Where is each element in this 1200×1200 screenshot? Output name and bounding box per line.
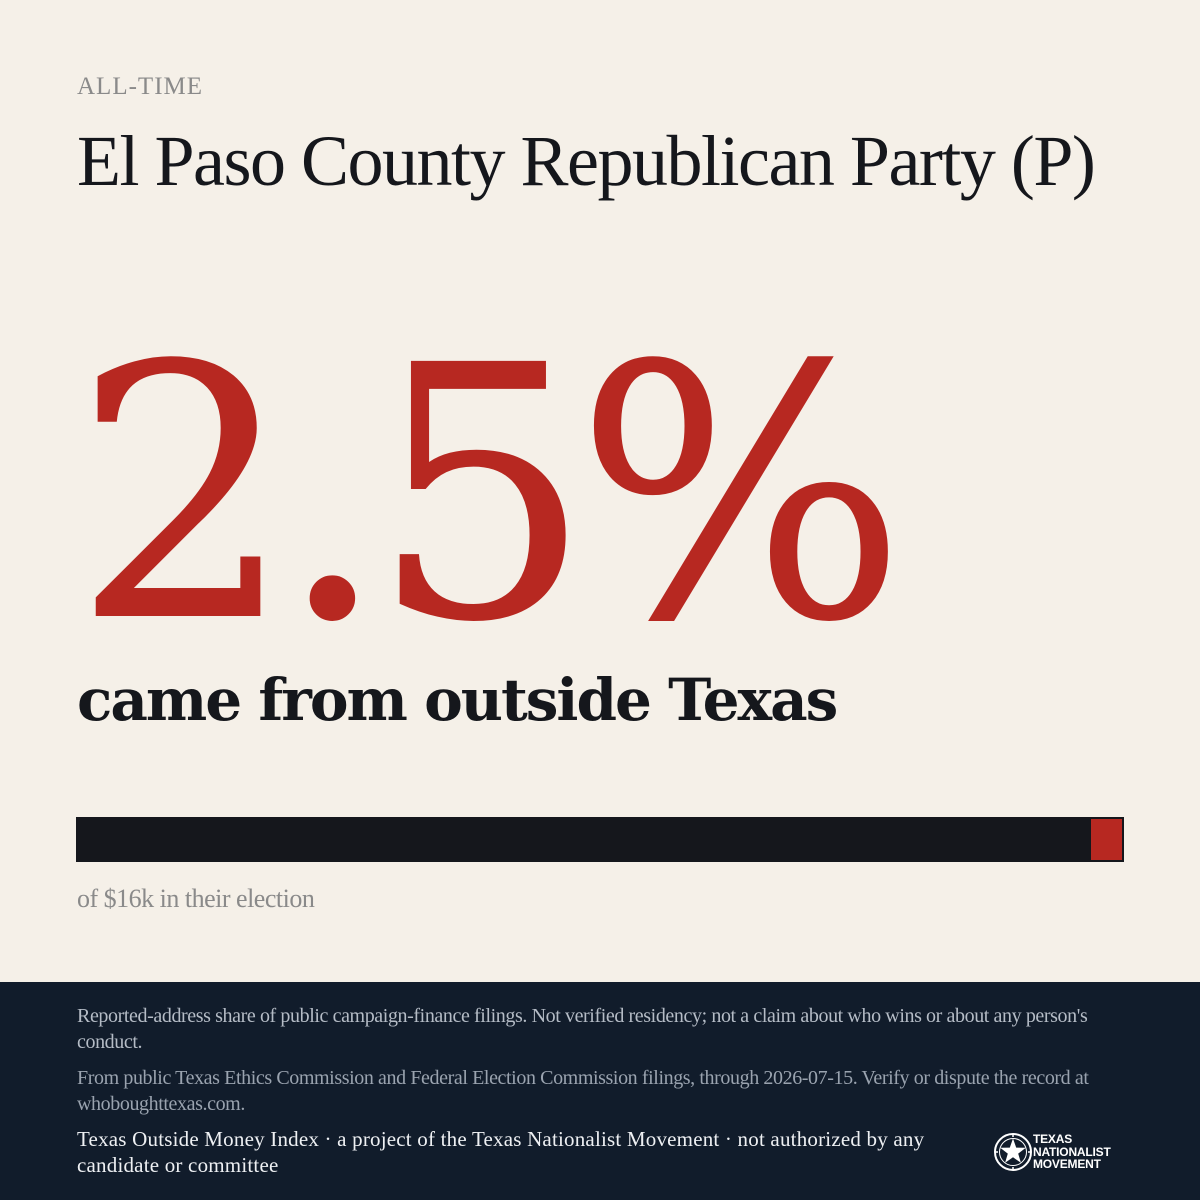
page-title: El Paso County Republican Party (P) — [77, 121, 1096, 201]
footer-source-note: From public Texas Ethics Commission and … — [77, 1067, 1089, 1115]
outside-share-subline: came from outside Texas — [77, 666, 838, 734]
star-seal-icon — [994, 1133, 1032, 1171]
logo-line-1: TEXAS — [1033, 1132, 1073, 1146]
share-bar — [76, 817, 1124, 862]
footer-credit: Texas Outside Money Index · a project of… — [77, 1127, 925, 1177]
logo-line-2: NATIONALIST — [1033, 1144, 1111, 1159]
time-range-label: ALL-TIME — [77, 73, 204, 100]
outside-share-fill — [1091, 819, 1122, 860]
tnm-logo: TEXAS NATIONALIST MOVEMENT — [993, 1132, 1123, 1172]
logo-line-3: MOVEMENT — [1033, 1157, 1101, 1171]
footer-disclaimer: Reported-address share of public campaig… — [77, 1005, 1088, 1053]
outside-share-percent: 2.5% — [72, 291, 907, 699]
share-bar-caption: of $16k in their election — [77, 884, 315, 913]
tnm-logo-wordmark: TEXAS NATIONALIST MOVEMENT — [1033, 1133, 1123, 1171]
